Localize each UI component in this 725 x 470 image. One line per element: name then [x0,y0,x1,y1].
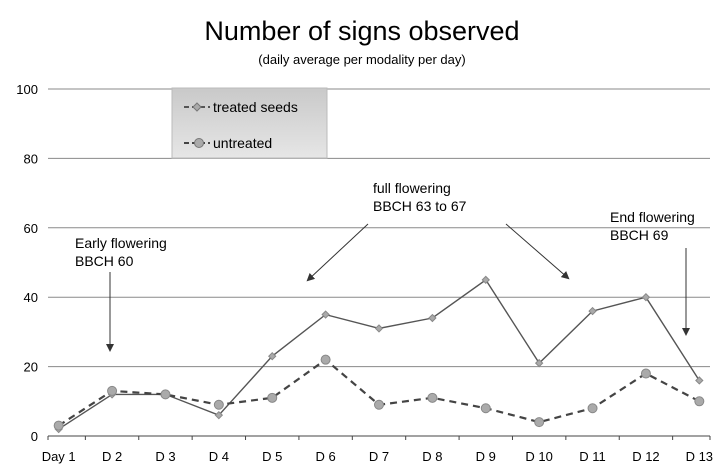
data-point [268,351,277,361]
y-tick-label: 0 [31,429,38,444]
annotation-early-flowering: Early flowering BBCH 60 [75,235,167,352]
x-tick-label: D 9 [476,449,496,464]
data-point [480,403,491,414]
data-point [53,420,64,431]
legend-label-untreated: untreated [213,135,272,151]
data-point [641,292,651,302]
y-tick-label: 60 [24,221,38,236]
x-tick-label: D 7 [369,449,389,464]
data-point [587,403,598,414]
data-point [640,368,651,379]
x-tick-label: D 10 [525,449,552,464]
data-point [427,392,438,403]
chart-subtitle: (daily average per modality per day) [258,52,465,67]
annotation-full-flowering-line1: full flowering [373,180,451,196]
legend: treated seeds untreated [171,87,328,159]
x-tick-label: D 4 [209,449,229,464]
x-tick-label: D 12 [632,449,659,464]
annotation-end-flowering-line1: End flowering [610,209,695,225]
data-point [481,275,490,285]
annotation-full-flowering-arrow-right [505,223,570,280]
x-axis: Day 1 D 2 D 3 D 4 D 5 D 6 D 7 D 8 D 9 D 10 D 11 D 1… [42,435,713,464]
data-point [160,389,171,400]
annotation-end-flowering: End flowering BBCH 69 [610,209,695,336]
data-point [695,376,704,385]
y-axis: 0 20 40 60 80 100 [16,82,38,444]
data-point [107,385,118,396]
x-tick-label: D 8 [422,449,442,464]
x-tick-label: D 2 [102,449,122,464]
annotation-early-flowering-line2: BBCH 60 [75,253,134,269]
data-point [267,392,278,403]
x-tick-label: Day 1 [42,449,76,464]
y-tick-label: 20 [24,360,38,375]
x-tick-label: D 13 [686,449,713,464]
gridlines [48,88,710,368]
legend-label-treated: treated seeds [213,99,298,115]
annotation-early-flowering-line1: Early flowering [75,235,167,251]
annotation-full-flowering: full flowering BBCH 63 to 67 [306,180,570,282]
data-point [213,399,224,410]
x-tick-label: D 5 [262,449,282,464]
data-point [320,354,331,365]
y-tick-label: 80 [24,151,38,166]
series-line [58,358,700,427]
series-untreated [53,354,705,431]
x-tick-label: D 6 [315,449,335,464]
data-point [374,399,384,410]
chart-title: Number of signs observed [204,16,519,46]
y-tick-label: 40 [24,290,38,305]
data-point [374,324,384,333]
data-point [694,396,705,407]
legend-marker-treated [192,102,202,112]
y-tick-label: 100 [16,82,38,97]
x-tick-label: D 3 [155,449,175,464]
data-point [534,358,544,368]
annotation-end-flowering-line2: BBCH 69 [610,227,669,243]
data-point [534,417,545,428]
annotation-full-flowering-line2: BBCH 63 to 67 [373,198,467,214]
data-point [214,410,224,420]
data-point [321,310,330,319]
legend-marker-untreated [194,138,204,148]
data-point [428,313,437,323]
data-point [588,306,597,316]
annotation-full-flowering-arrow-left [306,223,369,282]
series-layer [53,275,705,434]
x-tick-label: D 11 [579,449,606,464]
